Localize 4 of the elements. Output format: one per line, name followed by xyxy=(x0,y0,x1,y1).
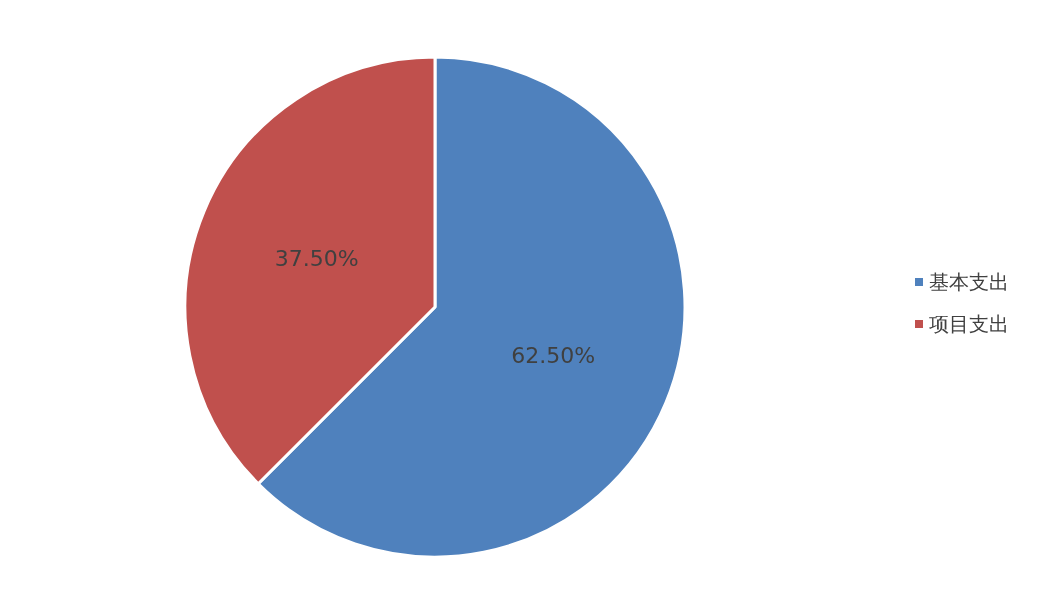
legend-label: 项目支出 xyxy=(929,312,1009,336)
data-label: 62.50% xyxy=(511,343,596,369)
legend-label: 基本支出 xyxy=(929,270,1009,294)
data-label: 37.50% xyxy=(274,245,359,271)
